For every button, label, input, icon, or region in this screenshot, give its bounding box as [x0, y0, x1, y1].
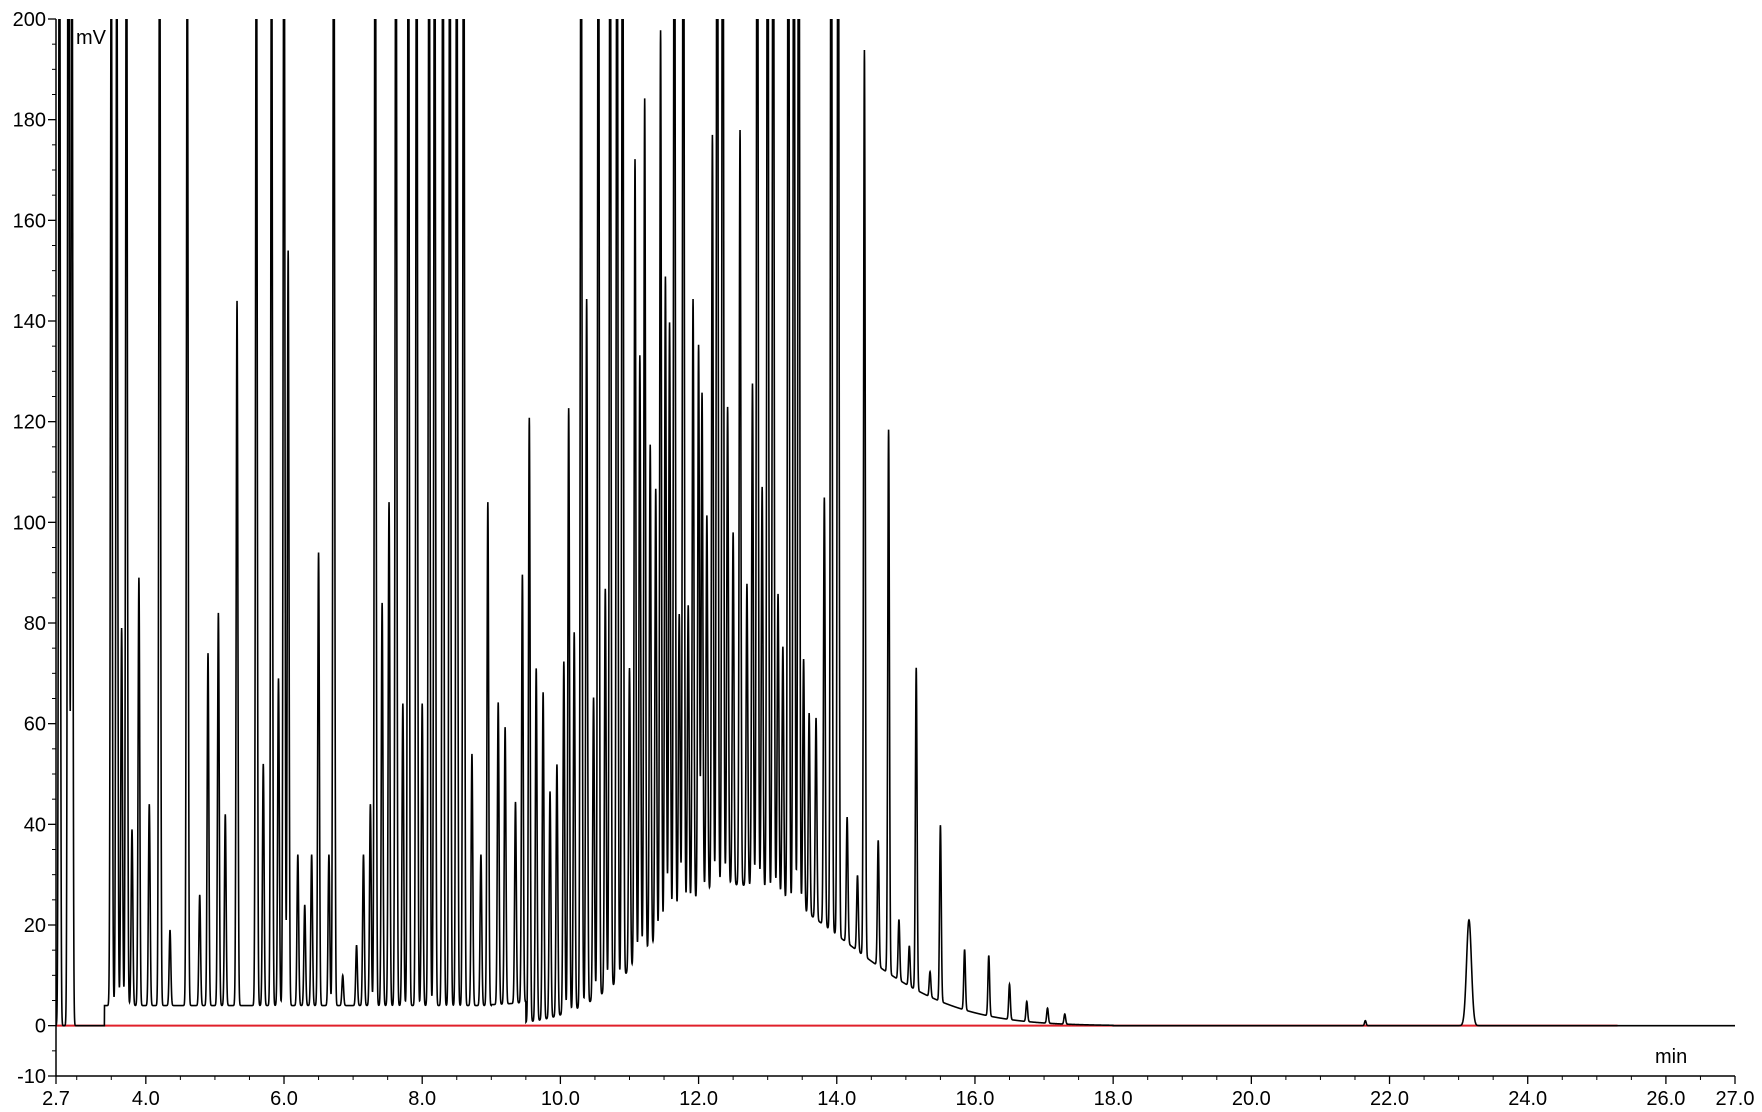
y-tick-label: 20 — [24, 915, 46, 937]
x-tick-label: 6.0 — [270, 1088, 298, 1110]
y-tick-label: 40 — [24, 814, 46, 836]
y-tick-label: 100 — [13, 512, 46, 534]
x-tick-label: 18.0 — [1094, 1088, 1133, 1110]
x-tick-label: 4.0 — [132, 1088, 160, 1110]
y-tick-label: 60 — [24, 714, 46, 736]
x-tick-label: 8.0 — [408, 1088, 436, 1110]
y-tick-label: 200 — [13, 9, 46, 31]
y-axis-ticks: -10 0 20 40 60 80 100 120 140 160 180 200 — [13, 9, 56, 1088]
y-axis-unit-label: mV — [76, 27, 107, 49]
x-tick-label: 27.0 — [1716, 1088, 1755, 1110]
y-tick-label: -10 — [17, 1066, 46, 1088]
y-tick-label: 140 — [13, 311, 46, 333]
x-axis-ticks: 2.7 4.0 6.0 8.0 10.0 12.0 14.0 16.0 18.0 20.0 22.0… — [42, 1076, 1754, 1110]
x-tick-label: 12.0 — [679, 1088, 718, 1110]
y-tick-label: 180 — [13, 110, 46, 132]
x-tick-label: 20.0 — [1232, 1088, 1271, 1110]
y-tick-label: 120 — [13, 412, 46, 434]
plot-area — [56, 19, 1735, 1027]
signal-trace — [56, 19, 1735, 1027]
x-tick-label: 2.7 — [42, 1088, 70, 1110]
x-tick-label: 26.0 — [1646, 1088, 1685, 1110]
x-tick-label: 10.0 — [541, 1088, 580, 1110]
x-tick-label: 14.0 — [817, 1088, 856, 1110]
y-tick-label: 80 — [24, 613, 46, 635]
x-tick-label: 22.0 — [1370, 1088, 1409, 1110]
x-tick-label: 16.0 — [955, 1088, 994, 1110]
y-tick-label: 0 — [35, 1016, 46, 1038]
x-tick-label: 24.0 — [1508, 1088, 1547, 1110]
y-tick-label: 160 — [13, 210, 46, 232]
x-axis-unit-label: min — [1655, 1046, 1687, 1068]
